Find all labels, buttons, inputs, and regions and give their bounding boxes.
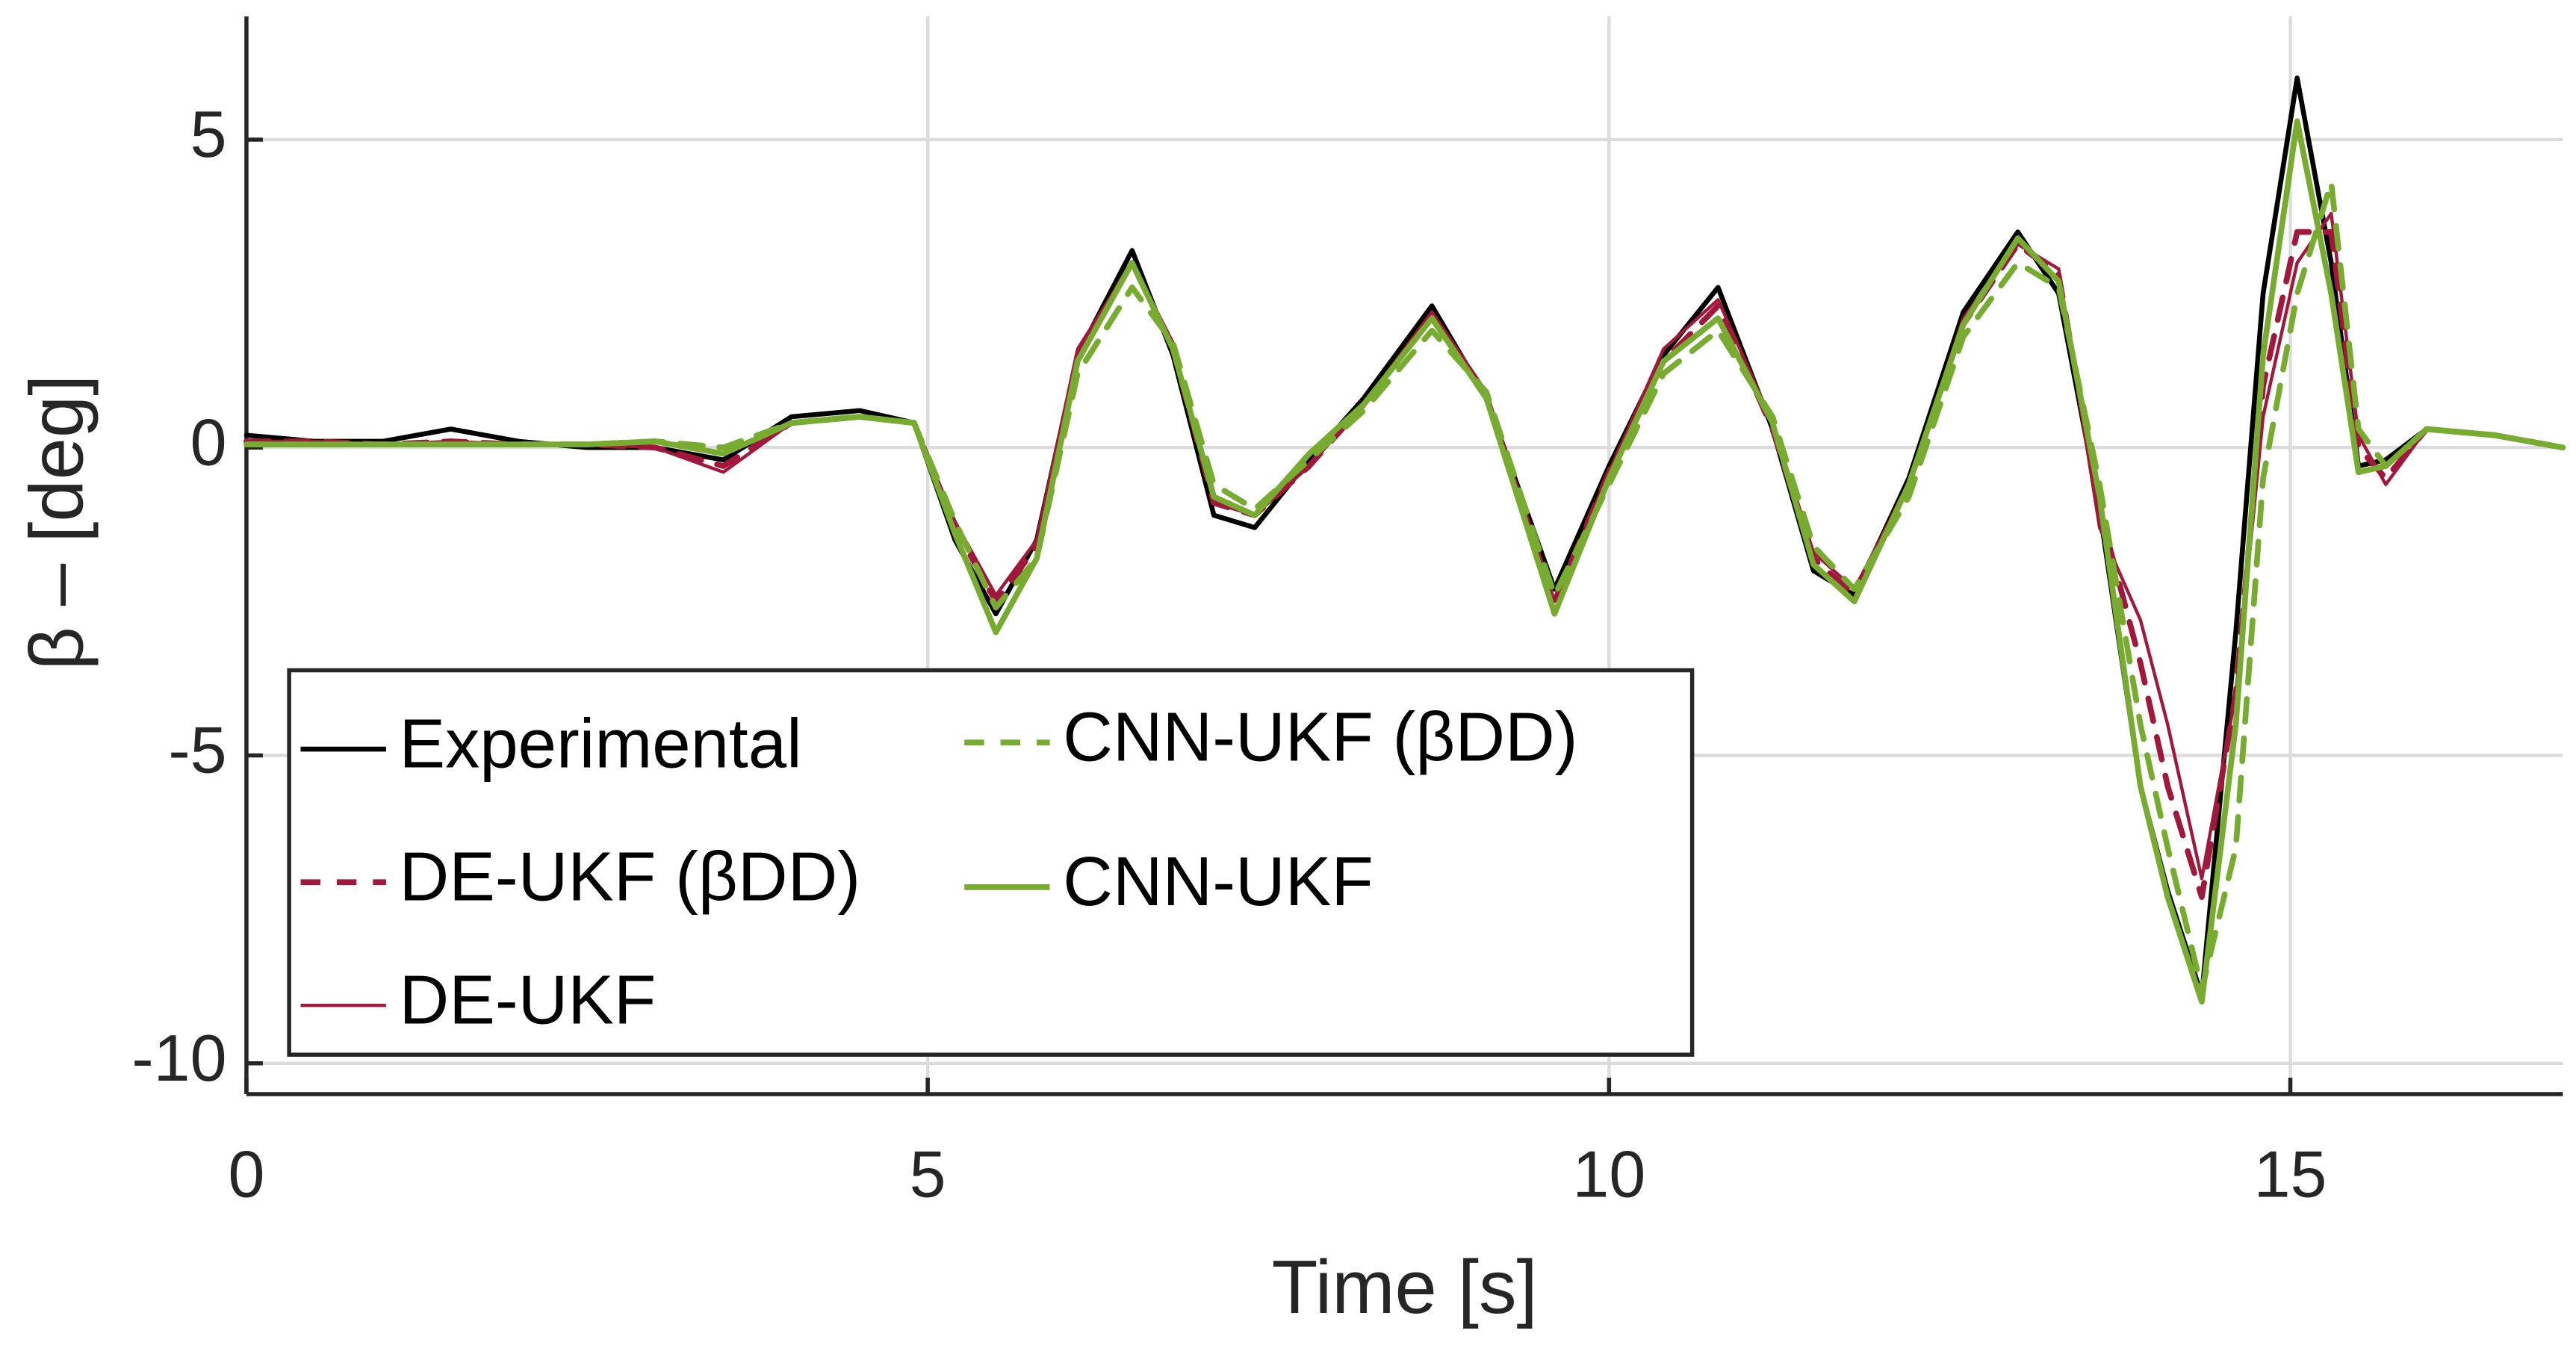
y-tick-label: -5	[168, 713, 226, 787]
series-line	[243, 118, 2566, 1005]
y-tick-label: 5	[190, 97, 227, 171]
legend-label: Experimental	[400, 704, 802, 782]
legend-label: DE-UKF	[400, 961, 657, 1039]
y-tick-label: 0	[190, 405, 227, 479]
x-tick-label: 0	[228, 1137, 264, 1211]
x-tick-label: 5	[910, 1137, 946, 1211]
legend-label: DE-UKF (βDD)	[400, 838, 861, 916]
x-axis-label: Time [s]	[1272, 1245, 1538, 1329]
legend-label: CNN-UKF (βDD)	[1063, 698, 1577, 776]
legend-label: CNN-UKF	[1063, 842, 1374, 920]
x-tick-label: 15	[2254, 1137, 2327, 1211]
y-axis-label: β – [deg]	[14, 375, 99, 671]
legend: Experimental DE-UKF (βDD) DE-UKF CNN-UKF (β…	[287, 668, 1695, 1057]
x-tick-label: 10	[1572, 1137, 1645, 1211]
legend-box	[287, 668, 1695, 1057]
y-tick-label: -10	[131, 1021, 226, 1095]
